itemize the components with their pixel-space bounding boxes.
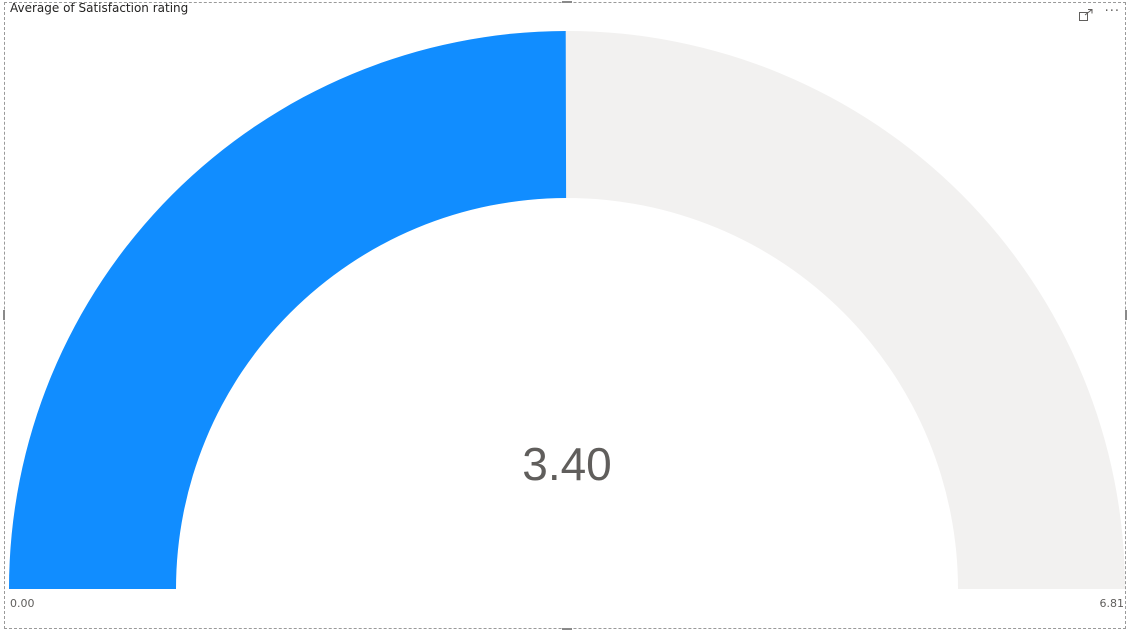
focus-mode-icon[interactable]: [1078, 6, 1093, 21]
resize-handle-bottom[interactable]: [562, 628, 572, 630]
resize-handle-left[interactable]: [3, 310, 5, 320]
gauge-value-label: 3.40: [522, 438, 612, 490]
gauge-min-label: 0.00: [10, 597, 35, 610]
gauge-value-arc: [9, 31, 567, 590]
resize-handle-right[interactable]: [1125, 310, 1127, 320]
more-options-icon[interactable]: ···: [1104, 4, 1120, 19]
gauge-max-label: 6.81: [1100, 597, 1125, 610]
visual-title: Average of Satisfaction rating: [10, 1, 189, 15]
resize-handle-top[interactable]: [562, 1, 572, 3]
visual-header: ···: [1078, 4, 1120, 21]
